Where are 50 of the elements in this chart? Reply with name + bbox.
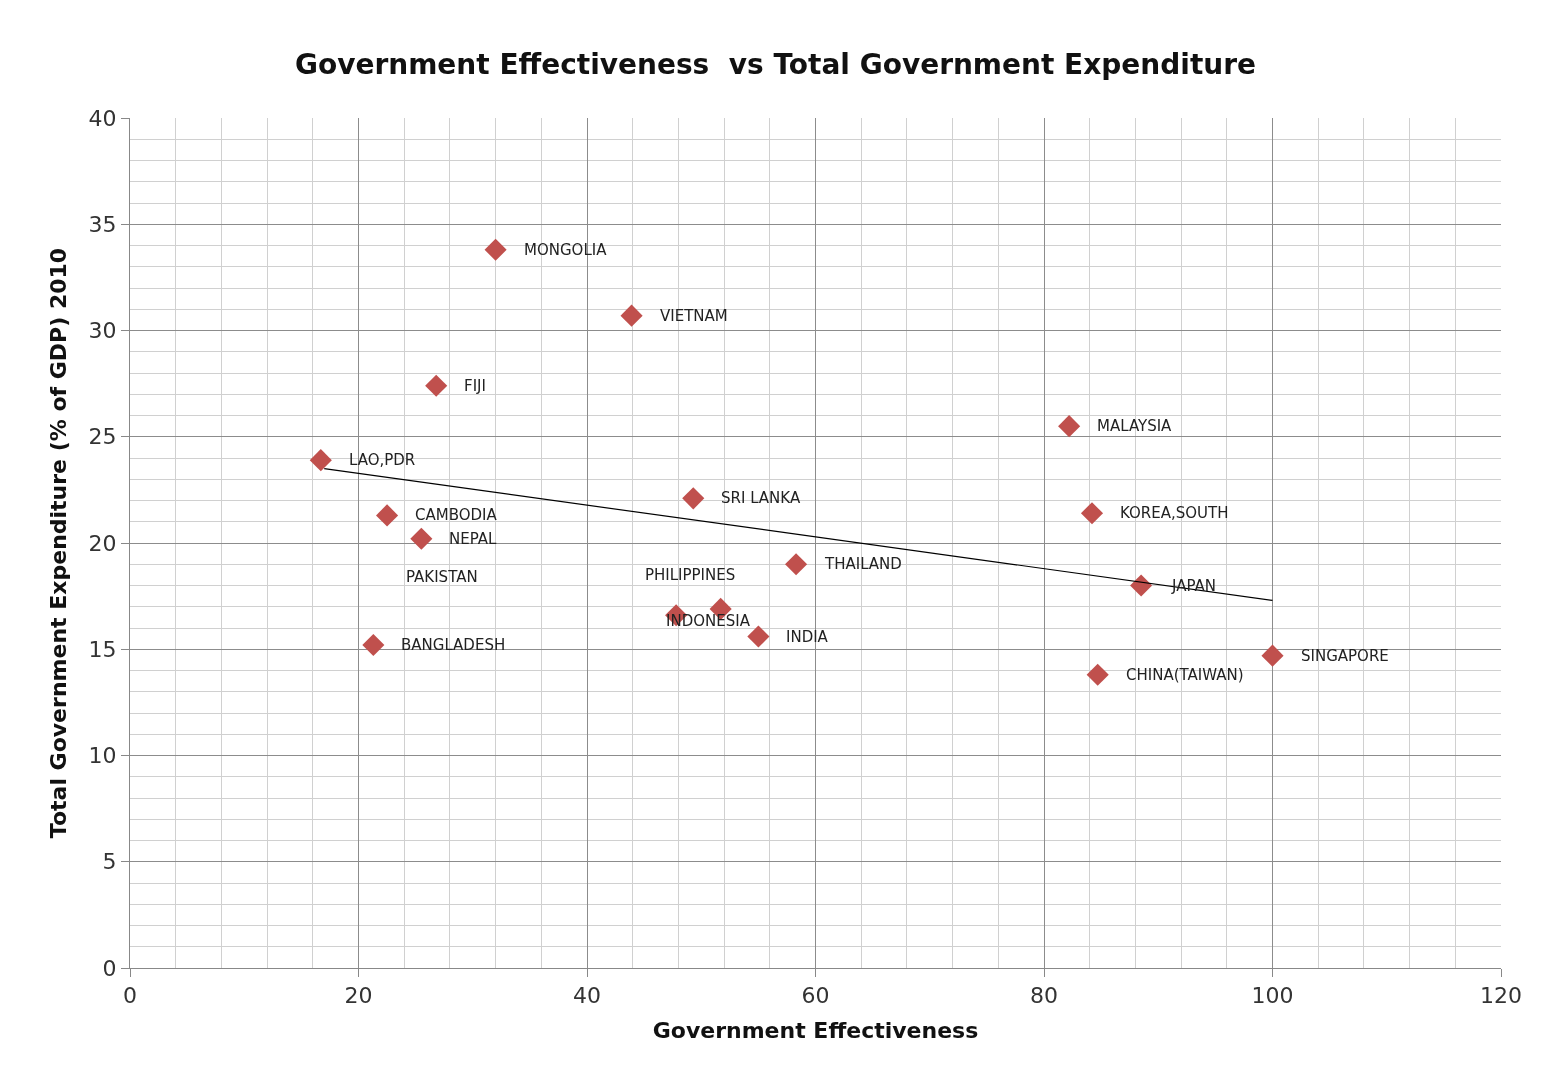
y-tick-label: 35 bbox=[88, 211, 117, 237]
annotation: PAKISTAN bbox=[406, 568, 478, 586]
y-tick-label: 25 bbox=[88, 424, 117, 450]
y-tick-label: 5 bbox=[102, 849, 117, 875]
point bbox=[1080, 502, 1104, 525]
point bbox=[425, 374, 448, 397]
point bbox=[484, 238, 507, 261]
point bbox=[785, 553, 808, 576]
y-tick-label: 20 bbox=[88, 530, 117, 556]
point bbox=[1130, 574, 1153, 597]
point bbox=[682, 487, 705, 510]
annotation: LAO,PDR bbox=[349, 451, 416, 469]
annotation: KOREA,SOUTH bbox=[1120, 504, 1229, 522]
x-tick-label: 40 bbox=[573, 983, 601, 1009]
x-tick-label: 120 bbox=[1480, 983, 1522, 1009]
y-tick-label: 15 bbox=[88, 636, 117, 662]
point bbox=[1261, 644, 1284, 667]
point bbox=[376, 504, 399, 527]
point bbox=[620, 304, 643, 327]
annotation: CAMBODIA bbox=[415, 506, 498, 524]
annotation: FIJI bbox=[464, 377, 486, 395]
annotation: THAILAND bbox=[824, 555, 902, 573]
y-axis-title: Total Government Expenditure (% of GDP) 2010 bbox=[46, 247, 72, 839]
x-tick-label: 60 bbox=[801, 983, 830, 1009]
chart-title: Government Effectiveness vs Total Government Expenditure bbox=[294, 47, 1257, 81]
annotation: VIETNAM bbox=[660, 307, 728, 325]
point bbox=[747, 625, 770, 648]
annotation: CHINA(TAIWAN) bbox=[1126, 666, 1244, 684]
y-tick-label: 0 bbox=[102, 955, 117, 981]
point bbox=[1086, 663, 1109, 686]
y-tick-label: 40 bbox=[88, 105, 117, 131]
annotation: BANGLADESH bbox=[401, 636, 506, 654]
point bbox=[410, 527, 433, 550]
annotation: INDIA bbox=[786, 628, 829, 646]
y-tick-label: 10 bbox=[88, 743, 117, 769]
annotation: SINGAPORE bbox=[1301, 647, 1389, 665]
annotation: SRI LANKA bbox=[721, 489, 801, 507]
point bbox=[1058, 415, 1081, 438]
annotation: MALAYSIA bbox=[1097, 417, 1173, 435]
x-tick-label: 100 bbox=[1251, 983, 1294, 1009]
annotation: PHILIPPINES bbox=[645, 566, 736, 584]
x-tick-label: 0 bbox=[123, 983, 137, 1009]
point bbox=[309, 449, 332, 472]
annotation: NEPAL bbox=[449, 530, 498, 548]
x-tick-label: 20 bbox=[344, 983, 373, 1009]
y-tick-label: 30 bbox=[88, 318, 117, 344]
x-tick-label: 80 bbox=[1030, 983, 1058, 1009]
point bbox=[362, 633, 385, 657]
x-axis-title: Government Effectiveness bbox=[652, 1018, 979, 1044]
annotation: MONGOLIA bbox=[524, 241, 608, 259]
